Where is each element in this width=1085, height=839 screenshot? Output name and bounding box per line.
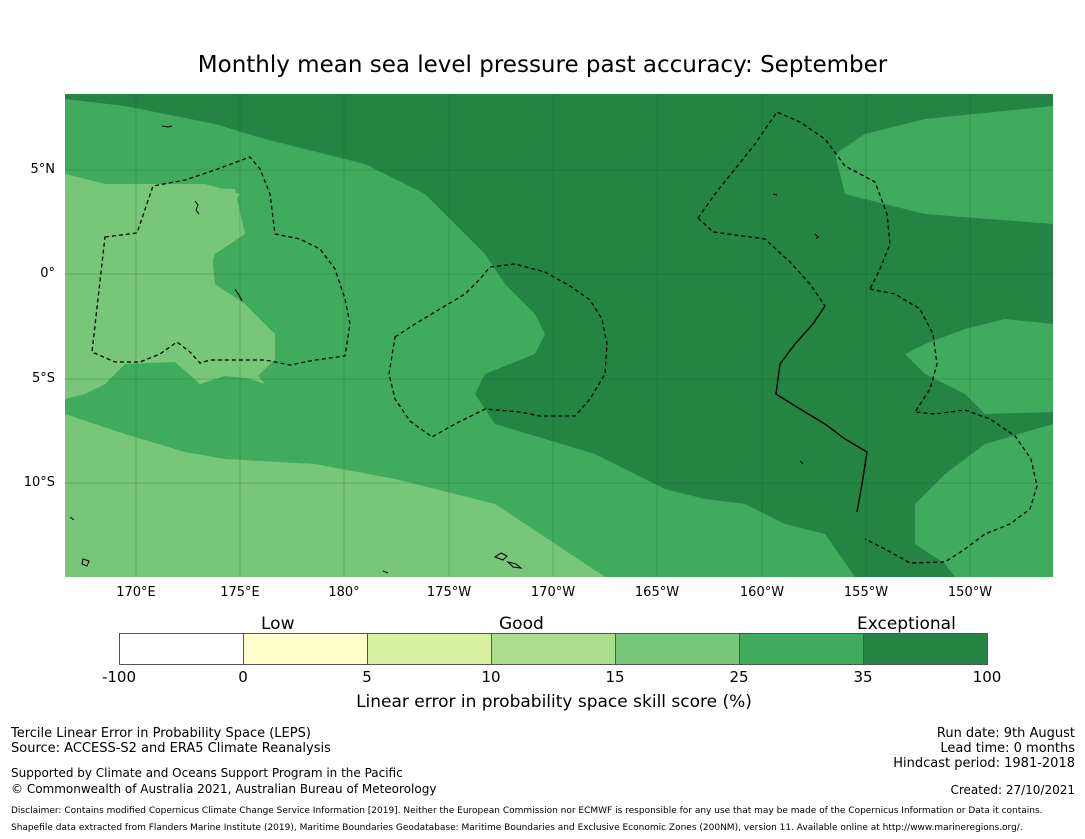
colorbar-tick: 100 bbox=[972, 668, 1002, 686]
lon-tick-170e: 170°E bbox=[116, 585, 156, 600]
colorbar-segment bbox=[739, 633, 864, 665]
colorbar-tick: -100 bbox=[101, 668, 137, 686]
lat-tick-5s: 5°S bbox=[31, 371, 55, 386]
colorbar-tick: 5 bbox=[362, 668, 372, 686]
colorbar bbox=[119, 633, 988, 665]
colorbar-segment bbox=[243, 633, 368, 665]
colorbar-segment bbox=[491, 633, 616, 665]
colorbar-tick: 10 bbox=[481, 668, 501, 686]
lon-tick-170w: 170°W bbox=[530, 585, 576, 600]
colorbar-segment bbox=[863, 633, 988, 665]
footer-source: Source: ACCESS-S2 and ERA5 Climate Reana… bbox=[11, 741, 331, 756]
category-good: Good bbox=[499, 614, 544, 634]
colorbar-label: Linear error in probability space skill … bbox=[356, 692, 752, 712]
colorbar-tick: 35 bbox=[853, 668, 873, 686]
colorbar-tick: 15 bbox=[605, 668, 625, 686]
colorbar-segment bbox=[367, 633, 492, 665]
lon-tick-160w: 160°W bbox=[739, 585, 785, 600]
lon-tick-155w: 155°W bbox=[843, 585, 889, 600]
hindcast-period: Hindcast period: 1981-2018 bbox=[893, 756, 1075, 771]
lon-tick-180: 180° bbox=[328, 585, 360, 600]
lat-tick-5n: 5°N bbox=[30, 162, 56, 177]
lon-tick-165w: 165°W bbox=[634, 585, 680, 600]
lon-tick-150w: 150°W bbox=[947, 585, 993, 600]
lon-tick-175w: 175°W bbox=[426, 585, 472, 600]
colorbar-segment bbox=[119, 633, 244, 665]
eez-boundary-east-connect bbox=[697, 217, 826, 307]
footer-support: Supported by Climate and Oceans Support … bbox=[11, 766, 403, 780]
created-date: Created: 27/10/2021 bbox=[950, 783, 1075, 797]
skill-region-35-100 bbox=[65, 94, 1053, 577]
graticule bbox=[65, 94, 1053, 577]
category-exceptional: Exceptional bbox=[857, 614, 956, 634]
footer-copyright: © Commonwealth of Australia 2021, Austra… bbox=[11, 782, 437, 796]
eez-boundary-west bbox=[91, 156, 351, 366]
skill-region-15-25 bbox=[65, 174, 265, 384]
eez-boundaries bbox=[91, 111, 1038, 564]
shapefile-credit: Shapefile data extracted from Flanders M… bbox=[11, 823, 1023, 833]
disclaimer: Disclaimer: Contains modified Copernicus… bbox=[11, 806, 1043, 816]
lat-tick-0: 0° bbox=[40, 266, 55, 281]
footer-method: Tercile Linear Error in Probability Spac… bbox=[11, 726, 311, 741]
boundary-solid bbox=[775, 305, 868, 513]
skill-map bbox=[65, 94, 1053, 577]
lat-tick-10s: 10°S bbox=[23, 475, 55, 490]
eez-boundary-central bbox=[388, 263, 608, 438]
map-title: Monthly mean sea level pressure past acc… bbox=[197, 52, 888, 78]
colorbar-segment bbox=[615, 633, 740, 665]
lon-tick-175e: 175°E bbox=[220, 585, 260, 600]
run-date: Run date: 9th August bbox=[936, 726, 1075, 741]
category-low: Low bbox=[261, 614, 295, 634]
lead-time: Lead time: 0 months bbox=[940, 741, 1075, 756]
islands bbox=[69, 125, 819, 574]
colorbar-tick: 0 bbox=[238, 668, 248, 686]
colorbar-tick: 25 bbox=[729, 668, 749, 686]
eez-boundary-east-lower bbox=[864, 288, 1038, 564]
